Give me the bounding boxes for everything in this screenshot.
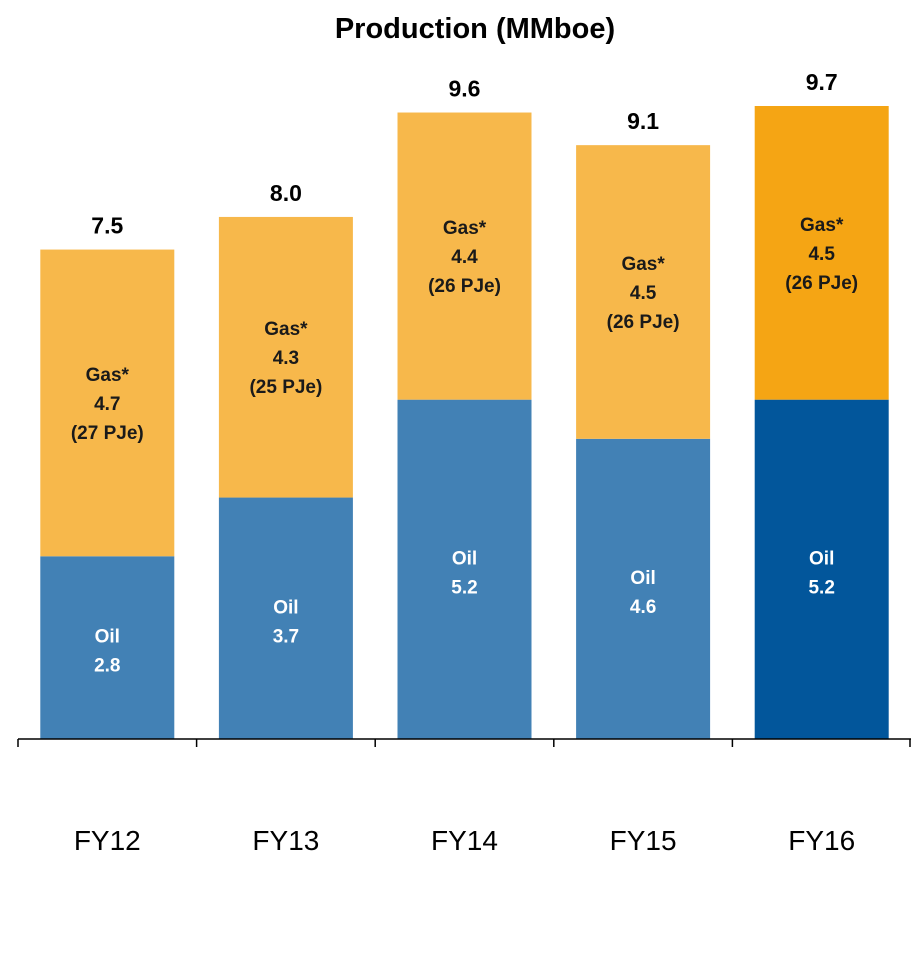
bar-gas-fy13 bbox=[218, 216, 353, 498]
oil-value-label: 4.6 bbox=[630, 597, 656, 618]
bar-gas-fy16 bbox=[754, 106, 889, 400]
total-label-fy12: 7.5 bbox=[91, 213, 123, 239]
labels-group: 7.5 Oil 2.8 Gas* 4.7 (27 PJe) 8.0 Oil 3.7 Gas* 4.3… bbox=[71, 69, 858, 677]
gas-value-label: 4.5 bbox=[630, 283, 657, 304]
oil-value-label: 3.7 bbox=[273, 626, 299, 647]
bar-gas-fy15 bbox=[576, 145, 711, 439]
gas-name-label: Gas* bbox=[800, 215, 844, 236]
x-tick-label-fy16: FY16 bbox=[788, 825, 855, 856]
total-label-fy13: 8.0 bbox=[270, 180, 302, 206]
bar-oil-fy15 bbox=[576, 438, 711, 739]
gas-pje-label: (27 PJe) bbox=[71, 423, 144, 444]
oil-value-label: 5.2 bbox=[451, 577, 477, 598]
gas-value-label: 4.3 bbox=[273, 348, 299, 369]
oil-value-label: 2.8 bbox=[94, 656, 120, 677]
x-tick-label-fy15: FY15 bbox=[610, 825, 677, 856]
x-tick-label-fy14: FY14 bbox=[431, 825, 498, 856]
oil-name-label: Oil bbox=[809, 548, 834, 569]
bars-group bbox=[40, 106, 889, 739]
gas-value-label: 4.5 bbox=[808, 244, 835, 265]
bar-gas-fy12 bbox=[40, 249, 175, 557]
bar-oil-fy14 bbox=[397, 399, 532, 739]
oil-name-label: Oil bbox=[630, 568, 655, 589]
oil-name-label: Oil bbox=[273, 597, 298, 618]
gas-name-label: Gas* bbox=[621, 254, 665, 275]
total-label-fy16: 9.7 bbox=[806, 69, 838, 95]
gas-name-label: Gas* bbox=[264, 319, 308, 340]
total-label-fy15: 9.1 bbox=[627, 108, 659, 134]
gas-name-label: Gas* bbox=[86, 365, 130, 386]
oil-name-label: Oil bbox=[452, 548, 477, 569]
gas-pje-label: (26 PJe) bbox=[607, 312, 680, 333]
gas-value-label: 4.4 bbox=[451, 247, 478, 268]
gas-pje-label: (26 PJe) bbox=[428, 276, 501, 297]
total-label-fy14: 9.6 bbox=[449, 76, 481, 102]
x-tick-label-fy13: FY13 bbox=[252, 825, 319, 856]
gas-value-label: 4.7 bbox=[94, 394, 120, 415]
bar-gas-fy14 bbox=[397, 112, 532, 400]
chart-title: Production (MMboe) bbox=[335, 13, 615, 45]
x-tick-label-fy12: FY12 bbox=[74, 825, 141, 856]
oil-value-label: 5.2 bbox=[808, 577, 834, 598]
bar-oil-fy13 bbox=[218, 497, 353, 739]
gas-pje-label: (25 PJe) bbox=[249, 377, 322, 398]
gas-pje-label: (26 PJe) bbox=[785, 273, 858, 294]
oil-name-label: Oil bbox=[95, 627, 120, 648]
bar-oil-fy12 bbox=[40, 556, 175, 739]
gas-name-label: Gas* bbox=[443, 218, 487, 239]
x-axis: FY12 FY13 FY14 FY15 FY16 bbox=[17, 738, 911, 856]
bar-oil-fy16 bbox=[754, 399, 889, 739]
